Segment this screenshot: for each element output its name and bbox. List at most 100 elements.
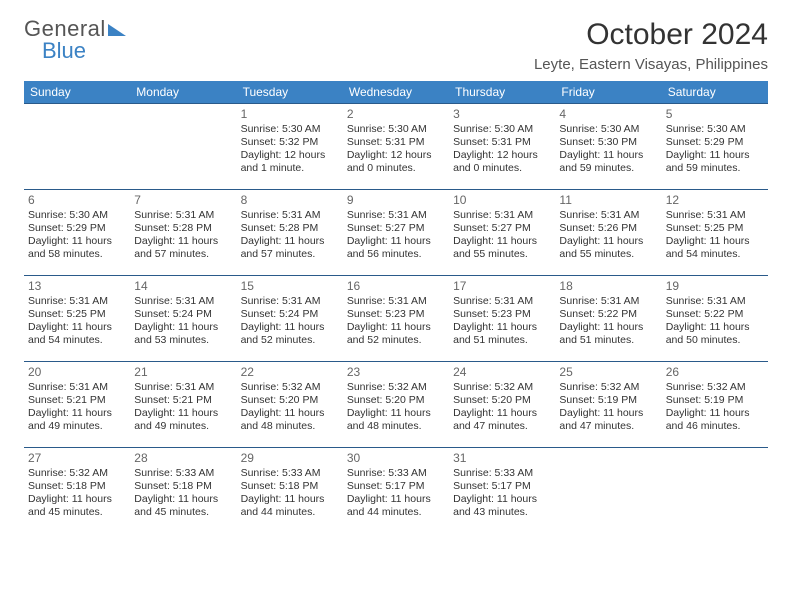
calendar-day-cell: 10 Sunrise: 5:31 AMSunset: 5:27 PMDayligh… bbox=[449, 190, 555, 276]
day-details: Sunrise: 5:30 AMSunset: 5:31 PMDaylight:… bbox=[347, 123, 445, 176]
day-details: Sunrise: 5:33 AMSunset: 5:17 PMDaylight:… bbox=[347, 467, 445, 520]
sunset-line: Sunset: 5:19 PM bbox=[666, 394, 764, 407]
day-details: Sunrise: 5:31 AMSunset: 5:28 PMDaylight:… bbox=[241, 209, 339, 262]
day-details: Sunrise: 5:32 AMSunset: 5:18 PMDaylight:… bbox=[28, 467, 126, 520]
daylight-line: Daylight: 11 hours and 59 minutes. bbox=[559, 149, 657, 175]
calendar-day-cell: 22Sunrise: 5:32 AMSunset: 5:20 PMDayligh… bbox=[237, 362, 343, 448]
sunrise-line: Sunrise: 5:31 AM bbox=[28, 381, 126, 394]
calendar-week-row: 13Sunrise: 5:31 AMSunset: 5:25 PMDayligh… bbox=[24, 276, 768, 362]
calendar-week-row: 27Sunrise: 5:32 AMSunset: 5:18 PMDayligh… bbox=[24, 448, 768, 534]
day-details: Sunrise: 5:31 AMSunset: 5:21 PMDaylight:… bbox=[134, 381, 232, 434]
day-details: Sunrise: 5:32 AMSunset: 5:20 PMDaylight:… bbox=[241, 381, 339, 434]
sunrise-line: Sunrise: 5:32 AM bbox=[28, 467, 126, 480]
day-number: 25 bbox=[559, 365, 657, 379]
day-details: Sunrise: 5:31 AMSunset: 5:25 PMDaylight:… bbox=[28, 295, 126, 348]
sunrise-line: Sunrise: 5:31 AM bbox=[347, 295, 445, 308]
day-number: 1 bbox=[241, 107, 339, 121]
sunrise-line: Sunrise: 5:33 AM bbox=[241, 467, 339, 480]
calendar-day-cell: 26Sunrise: 5:32 AMSunset: 5:19 PMDayligh… bbox=[662, 362, 768, 448]
calendar-day-cell: 29Sunrise: 5:33 AMSunset: 5:18 PMDayligh… bbox=[237, 448, 343, 534]
day-number: 30 bbox=[347, 451, 445, 465]
sunrise-line: Sunrise: 5:32 AM bbox=[666, 381, 764, 394]
sunset-line: Sunset: 5:27 PM bbox=[453, 222, 551, 235]
calendar-day-cell: 18Sunrise: 5:31 AMSunset: 5:22 PMDayligh… bbox=[555, 276, 661, 362]
calendar-day-cell: 15Sunrise: 5:31 AMSunset: 5:24 PMDayligh… bbox=[237, 276, 343, 362]
sunset-line: Sunset: 5:30 PM bbox=[559, 136, 657, 149]
sunset-line: Sunset: 5:21 PM bbox=[28, 394, 126, 407]
sunrise-line: Sunrise: 5:32 AM bbox=[453, 381, 551, 394]
calendar-day-cell: 6Sunrise: 5:30 AMSunset: 5:29 PMDaylight… bbox=[24, 190, 130, 276]
sunset-line: Sunset: 5:18 PM bbox=[134, 480, 232, 493]
day-number: 16 bbox=[347, 279, 445, 293]
day-details: Sunrise: 5:31 AMSunset: 5:27 PMDaylight:… bbox=[453, 209, 551, 262]
sunset-line: Sunset: 5:20 PM bbox=[241, 394, 339, 407]
daylight-line: Daylight: 11 hours and 51 minutes. bbox=[453, 321, 551, 347]
sunrise-line: Sunrise: 5:31 AM bbox=[347, 209, 445, 222]
day-details: Sunrise: 5:30 AMSunset: 5:31 PMDaylight:… bbox=[453, 123, 551, 176]
day-number: 31 bbox=[453, 451, 551, 465]
day-details: Sunrise: 5:30 AMSunset: 5:32 PMDaylight:… bbox=[241, 123, 339, 176]
sunrise-line: Sunrise: 5:33 AM bbox=[453, 467, 551, 480]
day-details: Sunrise: 5:31 AMSunset: 5:23 PMDaylight:… bbox=[453, 295, 551, 348]
sunrise-line: Sunrise: 5:33 AM bbox=[347, 467, 445, 480]
daylight-line: Daylight: 11 hours and 46 minutes. bbox=[666, 407, 764, 433]
weekday-mon: Monday bbox=[130, 81, 236, 104]
daylight-line: Daylight: 11 hours and 54 minutes. bbox=[28, 321, 126, 347]
sunset-line: Sunset: 5:31 PM bbox=[347, 136, 445, 149]
calendar-day-cell: 19Sunrise: 5:31 AMSunset: 5:22 PMDayligh… bbox=[662, 276, 768, 362]
daylight-line: Daylight: 12 hours and 0 minutes. bbox=[453, 149, 551, 175]
calendar-day-cell bbox=[130, 104, 236, 190]
daylight-line: Daylight: 11 hours and 58 minutes. bbox=[28, 235, 126, 261]
sunset-line: Sunset: 5:22 PM bbox=[666, 308, 764, 321]
daylight-line: Daylight: 11 hours and 43 minutes. bbox=[453, 493, 551, 519]
day-number: 21 bbox=[134, 365, 232, 379]
sunset-line: Sunset: 5:26 PM bbox=[559, 222, 657, 235]
daylight-line: Daylight: 12 hours and 1 minute. bbox=[241, 149, 339, 175]
calendar-day-cell: 3 Sunrise: 5:30 AMSunset: 5:31 PMDaylight… bbox=[449, 104, 555, 190]
sunset-line: Sunset: 5:24 PM bbox=[134, 308, 232, 321]
calendar-day-cell: 30 Sunrise: 5:33 AMSunset: 5:17 PMDayligh… bbox=[343, 448, 449, 534]
day-number: 7 bbox=[134, 193, 232, 207]
calendar-week-row: 6Sunrise: 5:30 AMSunset: 5:29 PMDaylight… bbox=[24, 190, 768, 276]
logo-text-general: General bbox=[24, 18, 106, 40]
day-number: 27 bbox=[28, 451, 126, 465]
sunset-line: Sunset: 5:23 PM bbox=[347, 308, 445, 321]
day-details: Sunrise: 5:33 AMSunset: 5:17 PMDaylight:… bbox=[453, 467, 551, 520]
calendar-day-cell: 17 Sunrise: 5:31 AMSunset: 5:23 PMDayligh… bbox=[449, 276, 555, 362]
sunset-line: Sunset: 5:24 PM bbox=[241, 308, 339, 321]
calendar-day-cell: 14Sunrise: 5:31 AMSunset: 5:24 PMDayligh… bbox=[130, 276, 236, 362]
sunrise-line: Sunrise: 5:33 AM bbox=[134, 467, 232, 480]
weekday-header-row: Sunday Monday Tuesday Wednesday Thursday… bbox=[24, 81, 768, 104]
day-number: 3 bbox=[453, 107, 551, 121]
daylight-line: Daylight: 11 hours and 53 minutes. bbox=[134, 321, 232, 347]
daylight-line: Daylight: 11 hours and 59 minutes. bbox=[666, 149, 764, 175]
daylight-line: Daylight: 11 hours and 50 minutes. bbox=[666, 321, 764, 347]
sunset-line: Sunset: 5:31 PM bbox=[453, 136, 551, 149]
calendar-day-cell: 25Sunrise: 5:32 AMSunset: 5:19 PMDayligh… bbox=[555, 362, 661, 448]
sunset-line: Sunset: 5:32 PM bbox=[241, 136, 339, 149]
day-number: 2 bbox=[347, 107, 445, 121]
logo-text-blue: Blue bbox=[42, 40, 126, 62]
daylight-line: Daylight: 11 hours and 56 minutes. bbox=[347, 235, 445, 261]
day-number: 10 bbox=[453, 193, 551, 207]
day-number: 17 bbox=[453, 279, 551, 293]
calendar-day-cell: 7Sunrise: 5:31 AMSunset: 5:28 PMDaylight… bbox=[130, 190, 236, 276]
sunrise-line: Sunrise: 5:31 AM bbox=[666, 209, 764, 222]
weekday-sat: Saturday bbox=[662, 81, 768, 104]
calendar-day-cell: 23Sunrise: 5:32 AMSunset: 5:20 PMDayligh… bbox=[343, 362, 449, 448]
calendar-day-cell: 21 Sunrise: 5:31 AMSunset: 5:21 PMDayligh… bbox=[130, 362, 236, 448]
day-number: 6 bbox=[28, 193, 126, 207]
day-details: Sunrise: 5:31 AMSunset: 5:22 PMDaylight:… bbox=[559, 295, 657, 348]
logo: General Blue bbox=[24, 18, 126, 62]
weekday-tue: Tuesday bbox=[237, 81, 343, 104]
calendar-day-cell: 4Sunrise: 5:30 AMSunset: 5:30 PMDaylight… bbox=[555, 104, 661, 190]
sunset-line: Sunset: 5:27 PM bbox=[347, 222, 445, 235]
sunrise-line: Sunrise: 5:31 AM bbox=[134, 209, 232, 222]
daylight-line: Daylight: 11 hours and 57 minutes. bbox=[134, 235, 232, 261]
day-number: 12 bbox=[666, 193, 764, 207]
day-number: 28 bbox=[134, 451, 232, 465]
location-subtitle: Leyte, Eastern Visayas, Philippines bbox=[534, 56, 768, 73]
day-details: Sunrise: 5:31 AMSunset: 5:23 PMDaylight:… bbox=[347, 295, 445, 348]
day-number: 11 bbox=[559, 193, 657, 207]
day-details: Sunrise: 5:31 AMSunset: 5:27 PMDaylight:… bbox=[347, 209, 445, 262]
